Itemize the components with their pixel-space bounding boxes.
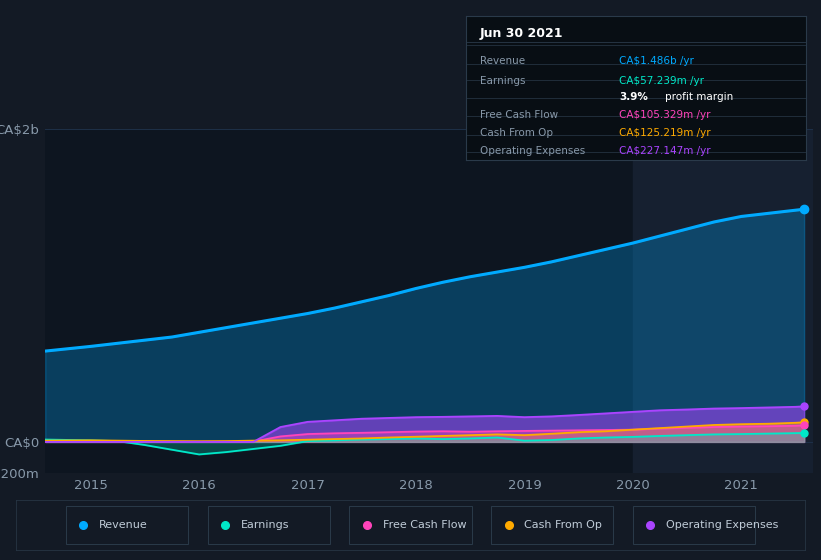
Text: CA$57.239m /yr: CA$57.239m /yr [619, 76, 704, 86]
Text: Revenue: Revenue [99, 520, 148, 530]
Text: Revenue: Revenue [480, 56, 525, 66]
Text: Jun 30 2021: Jun 30 2021 [480, 27, 563, 40]
Text: Cash From Op: Cash From Op [525, 520, 603, 530]
Text: Free Cash Flow: Free Cash Flow [480, 110, 558, 120]
Text: Operating Expenses: Operating Expenses [667, 520, 778, 530]
Text: CA$1.486b /yr: CA$1.486b /yr [619, 56, 694, 66]
Text: Earnings: Earnings [480, 76, 525, 86]
Text: 3.9%: 3.9% [619, 91, 648, 101]
Text: Operating Expenses: Operating Expenses [480, 146, 585, 156]
Text: Earnings: Earnings [241, 520, 289, 530]
Text: Free Cash Flow: Free Cash Flow [383, 520, 466, 530]
Text: CA$125.219m /yr: CA$125.219m /yr [619, 128, 711, 138]
Text: CA$227.147m /yr: CA$227.147m /yr [619, 146, 711, 156]
Text: CA$105.329m /yr: CA$105.329m /yr [619, 110, 711, 120]
Text: profit margin: profit margin [665, 91, 733, 101]
Text: Cash From Op: Cash From Op [480, 128, 553, 138]
Bar [633, 129, 820, 473]
